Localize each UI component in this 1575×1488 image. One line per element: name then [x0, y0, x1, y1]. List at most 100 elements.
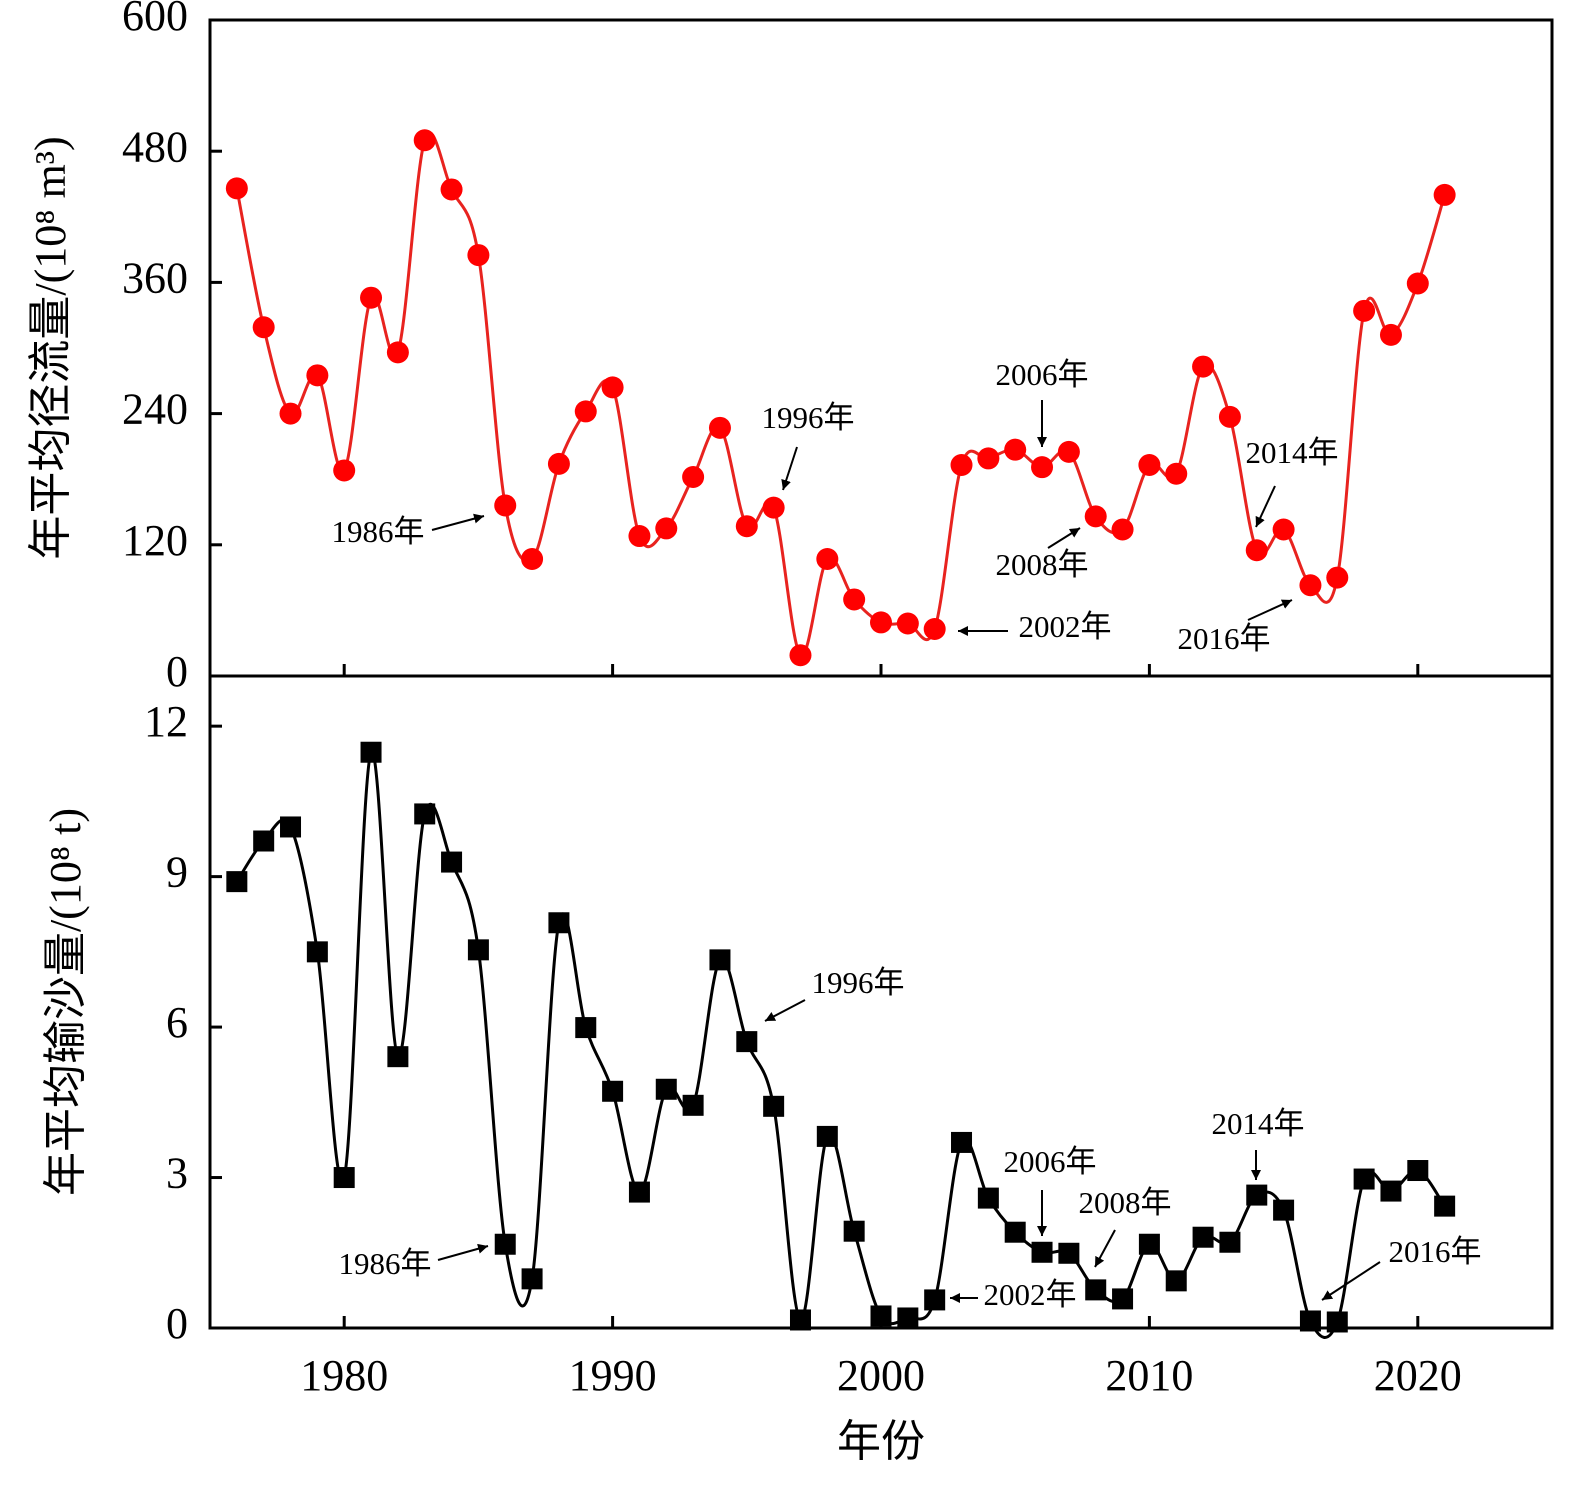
point — [1112, 1288, 1134, 1310]
annotation-arrow — [764, 999, 806, 1022]
point — [709, 949, 731, 971]
point — [1057, 440, 1080, 463]
annotation: 2016年 — [1389, 1234, 1482, 1269]
point — [414, 803, 436, 825]
plot-frame — [208, 674, 1554, 1330]
point — [1031, 1241, 1053, 1263]
point — [1434, 1195, 1456, 1217]
point — [333, 1167, 355, 1189]
point — [977, 447, 1000, 470]
point — [977, 1187, 999, 1209]
point — [1406, 272, 1429, 295]
point — [682, 1094, 704, 1116]
annotation-arrow — [437, 1243, 489, 1261]
point — [1138, 1233, 1160, 1255]
x-tick-label: 2000 — [837, 1351, 925, 1400]
point — [870, 1305, 892, 1327]
point — [762, 496, 785, 519]
point — [655, 1078, 677, 1100]
annotation: 2006年 — [996, 357, 1089, 392]
point — [547, 452, 570, 475]
point — [1165, 1270, 1187, 1292]
point — [253, 830, 275, 852]
y-tick-label: 600 — [122, 0, 188, 40]
x-tick-label: 1980 — [300, 1351, 388, 1400]
point — [1299, 574, 1322, 597]
annotation-arrow — [781, 446, 798, 491]
annotation-arrow — [1321, 1261, 1381, 1301]
point — [1111, 518, 1134, 541]
point — [923, 617, 946, 640]
y-axis-label: 年平均输沙量/(10⁸ t) — [41, 808, 90, 1196]
point — [897, 1307, 919, 1329]
point — [1165, 462, 1188, 485]
point — [1192, 355, 1215, 378]
point — [575, 1017, 597, 1039]
annotation: 2014年 — [1212, 1106, 1305, 1141]
y-tick-label: 3 — [166, 1149, 188, 1198]
point — [1299, 1310, 1321, 1332]
point — [1085, 1279, 1107, 1301]
point — [1004, 438, 1027, 461]
point — [413, 129, 436, 152]
annotation-arrow — [1255, 485, 1276, 528]
point — [1245, 539, 1268, 562]
point — [1433, 183, 1456, 206]
annotation: 1996年 — [812, 965, 905, 1000]
point — [601, 376, 624, 399]
x-axis-label: 年份 — [837, 1417, 925, 1466]
annotation: 1986年 — [339, 1246, 432, 1281]
point — [360, 741, 382, 763]
y-tick-label: 6 — [166, 998, 188, 1047]
y-tick-label: 0 — [166, 1299, 188, 1348]
y-tick-label: 0 — [166, 647, 188, 696]
y-tick-label: 12 — [144, 697, 188, 746]
point — [1380, 1180, 1402, 1202]
plot-frame — [208, 18, 1554, 678]
point — [279, 402, 302, 425]
point — [1219, 1231, 1241, 1253]
y-tick-label: 480 — [122, 122, 188, 171]
point — [628, 525, 651, 548]
point — [736, 1031, 758, 1053]
annotation: 2002年 — [1019, 609, 1112, 644]
point — [306, 941, 328, 963]
point — [628, 1181, 650, 1203]
y-tick-label: 240 — [122, 385, 188, 434]
point — [441, 851, 463, 873]
point — [816, 548, 839, 571]
point — [521, 548, 544, 571]
point — [252, 316, 275, 339]
point — [1138, 453, 1161, 476]
point — [1326, 1311, 1348, 1333]
point — [1218, 405, 1241, 428]
point — [225, 177, 248, 200]
point — [951, 1131, 973, 1153]
point — [843, 588, 866, 611]
point — [896, 612, 919, 635]
point — [467, 244, 490, 267]
point — [1058, 1242, 1080, 1264]
point — [655, 517, 678, 540]
annotation: 2008年 — [1079, 1185, 1172, 1220]
annotation-arrow — [1047, 527, 1081, 549]
point — [494, 1233, 516, 1255]
point — [226, 871, 248, 893]
point — [789, 644, 812, 667]
y-axis-label: 年平均径流量/(10⁸ m³) — [26, 136, 75, 559]
x-tick-label: 1990 — [569, 1351, 657, 1400]
y-tick-label: 120 — [122, 516, 188, 565]
point — [735, 515, 758, 538]
point — [306, 364, 329, 387]
point — [280, 816, 302, 838]
point — [521, 1268, 543, 1290]
annotation: 2016年 — [1178, 621, 1271, 656]
point — [1192, 1226, 1214, 1248]
point — [816, 1125, 838, 1147]
annotation-arrow — [1094, 1229, 1116, 1268]
point — [1084, 505, 1107, 528]
x-tick-label: 2020 — [1374, 1351, 1462, 1400]
point — [1353, 299, 1376, 322]
point — [682, 466, 705, 489]
